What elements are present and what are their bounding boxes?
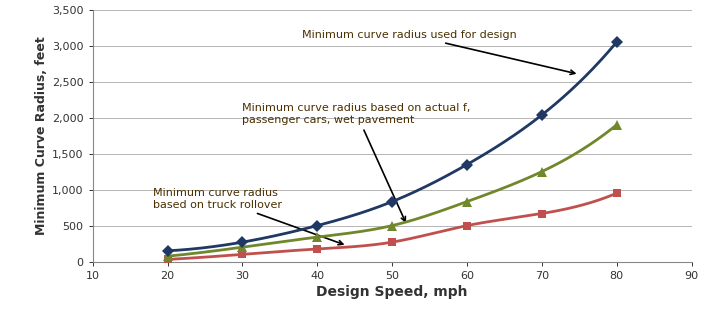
Y-axis label: Minimum Curve Radius, feet: Minimum Curve Radius, feet <box>35 36 48 235</box>
X-axis label: Design Speed, mph: Design Speed, mph <box>317 285 468 299</box>
Text: Minimum curve radius used for design: Minimum curve radius used for design <box>302 30 575 74</box>
Text: Minimum curve radius based on actual f,
passenger cars, wet pavement: Minimum curve radius based on actual f, … <box>242 103 471 221</box>
Text: Minimum curve radius
based on truck rollover: Minimum curve radius based on truck roll… <box>153 188 343 245</box>
